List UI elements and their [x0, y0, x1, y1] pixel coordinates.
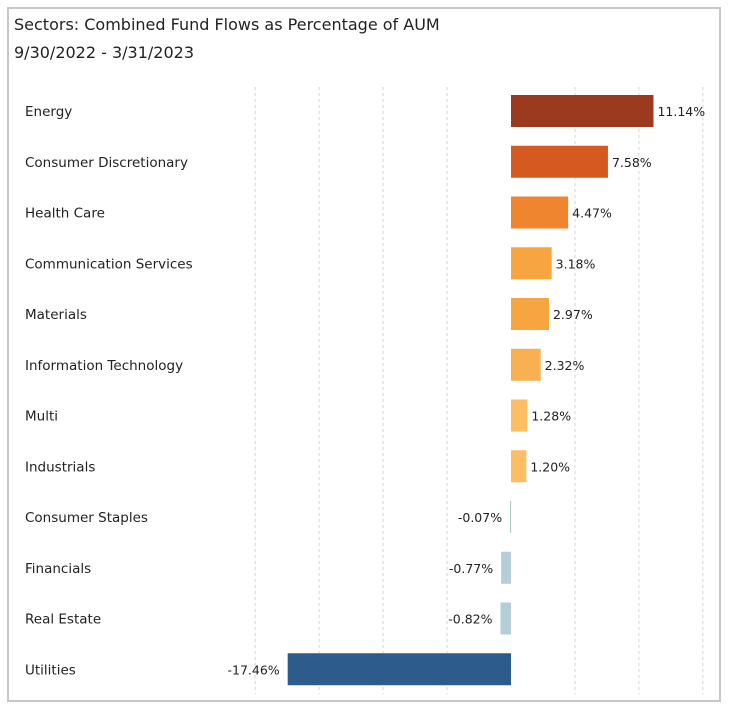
bar: [501, 551, 511, 584]
bar: [510, 501, 512, 533]
bar: [511, 95, 654, 127]
data-label: -17.46%: [227, 662, 279, 677]
category-label: Financials: [25, 561, 91, 577]
data-label: 3.18%: [556, 256, 596, 271]
category-label: Industrials: [25, 459, 95, 475]
category-label: Materials: [25, 307, 87, 323]
data-label: -0.82%: [448, 612, 492, 627]
category-label: Consumer Staples: [25, 510, 148, 526]
bar: [511, 247, 552, 280]
bar: [511, 145, 608, 178]
category-label: Communication Services: [25, 256, 193, 272]
bar: [511, 348, 541, 381]
data-label: -0.07%: [458, 510, 502, 525]
chart-title: Sectors: Combined Fund Flows as Percenta…: [14, 15, 440, 34]
category-label: Utilities: [25, 662, 76, 678]
gridlines: [254, 87, 704, 694]
data-label: 4.47%: [572, 206, 612, 221]
data-label: 2.32%: [545, 358, 585, 373]
bar: [287, 653, 511, 686]
category-label: Multi: [25, 409, 58, 425]
category-label: Real Estate: [25, 612, 101, 628]
data-label: 1.20%: [530, 459, 570, 474]
chart-subtitle: 9/30/2022 - 3/31/2023: [14, 43, 195, 62]
data-label: -0.77%: [449, 561, 493, 576]
data-label: 1.28%: [531, 409, 571, 424]
category-label: Health Care: [25, 206, 105, 222]
data-label: 7.58%: [612, 155, 652, 170]
bar: [511, 450, 527, 483]
category-label: Energy: [25, 104, 72, 120]
bar: [511, 399, 528, 432]
category-label: Consumer Discretionary: [25, 155, 188, 171]
data-label: 11.14%: [657, 104, 705, 119]
bar: [511, 298, 549, 330]
category-label: Information Technology: [25, 358, 183, 374]
bar: [500, 602, 511, 635]
data-label: 2.97%: [553, 307, 593, 322]
bar: [511, 196, 569, 229]
